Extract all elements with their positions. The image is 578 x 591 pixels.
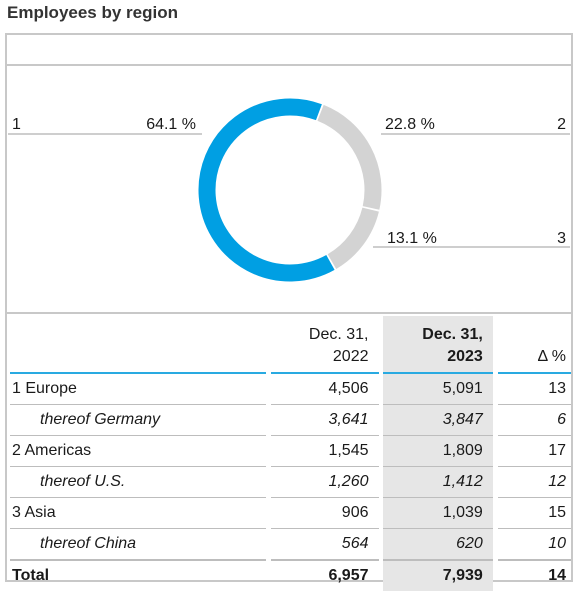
row-delta: 6 — [497, 405, 571, 436]
row-label: thereof China — [10, 529, 266, 560]
row-delta: 17 — [497, 436, 571, 467]
row-label: 1 Europe — [10, 374, 266, 405]
total-label: Total — [10, 560, 266, 591]
donut-chart-area: 1 64.1 % 22.8 % 2 13.1 % 3 — [7, 66, 571, 312]
row-delta: 13 — [497, 374, 571, 405]
donut-slice-2 — [317, 104, 382, 210]
table-row: 1 Europe 4,506 5,091 13 — [10, 374, 571, 405]
chart-table-divider — [7, 312, 571, 314]
chart-title: Employees by region — [7, 3, 178, 22]
row-2022: 3,641 — [270, 405, 379, 436]
row-delta: 12 — [497, 467, 571, 498]
header-2023-line1: Dec. 31, — [422, 326, 483, 343]
header-2023: Dec. 31, 2023 — [383, 316, 493, 374]
header-delta: Δ % — [497, 316, 571, 374]
row-2022: 1,545 — [270, 436, 379, 467]
table-row: thereof Germany 3,641 3,847 6 — [10, 405, 571, 436]
row-delta: 10 — [497, 529, 571, 560]
header-2022-line2: 2022 — [332, 348, 369, 365]
table-row: thereof China 564 620 10 — [10, 529, 571, 560]
donut-slice-1 — [198, 98, 335, 282]
header-label — [10, 316, 266, 374]
row-2022: 1,260 — [270, 467, 379, 498]
row-2023: 3,847 — [383, 405, 493, 436]
employees-table: Dec. 31, 2022 Dec. 31, 2023 Δ % 1 Europe 4… — [10, 316, 571, 591]
row-label: 3 Asia — [10, 498, 266, 529]
table-row: 3 Asia 906 1,039 15 — [10, 498, 571, 529]
row-2023: 1,039 — [383, 498, 493, 529]
slice-label-3: 3 — [557, 230, 566, 247]
slice-pct-1: 64.1 % — [146, 116, 196, 133]
row-2022: 564 — [270, 529, 379, 560]
slice-pct-2: 22.8 % — [385, 116, 435, 133]
table-total-row: Total 6,957 7,939 14 — [10, 560, 571, 591]
slice-pct-3: 13.1 % — [387, 230, 437, 247]
header-2022-line1: Dec. 31, — [308, 326, 369, 343]
row-label: thereof U.S. — [10, 467, 266, 498]
table-header-row: Dec. 31, 2022 Dec. 31, 2023 Δ % — [10, 316, 571, 374]
total-2023: 7,939 — [383, 560, 493, 591]
row-2023: 5,091 — [383, 374, 493, 405]
total-delta: 14 — [497, 560, 571, 591]
row-label: thereof Germany — [10, 405, 266, 436]
slice-label-1: 1 — [12, 116, 21, 133]
donut-chart: 1 64.1 % 22.8 % 2 13.1 % 3 — [8, 98, 570, 282]
row-delta: 15 — [497, 498, 571, 529]
total-2022: 6,957 — [270, 560, 379, 591]
row-2023: 1,412 — [383, 467, 493, 498]
row-label: 2 Americas — [10, 436, 266, 467]
donut-slice-3 — [327, 207, 379, 269]
table-row: 2 Americas 1,545 1,809 17 — [10, 436, 571, 467]
header-2022: Dec. 31, 2022 — [270, 316, 379, 374]
slice-label-2: 2 — [557, 116, 566, 133]
table-row: thereof U.S. 1,260 1,412 12 — [10, 467, 571, 498]
row-2022: 4,506 — [270, 374, 379, 405]
header-2023-line2: 2023 — [447, 348, 483, 365]
row-2023: 1,809 — [383, 436, 493, 467]
chart-frame — [5, 33, 573, 582]
row-2022: 906 — [270, 498, 379, 529]
row-2023: 620 — [383, 529, 493, 560]
top-divider — [7, 64, 571, 66]
